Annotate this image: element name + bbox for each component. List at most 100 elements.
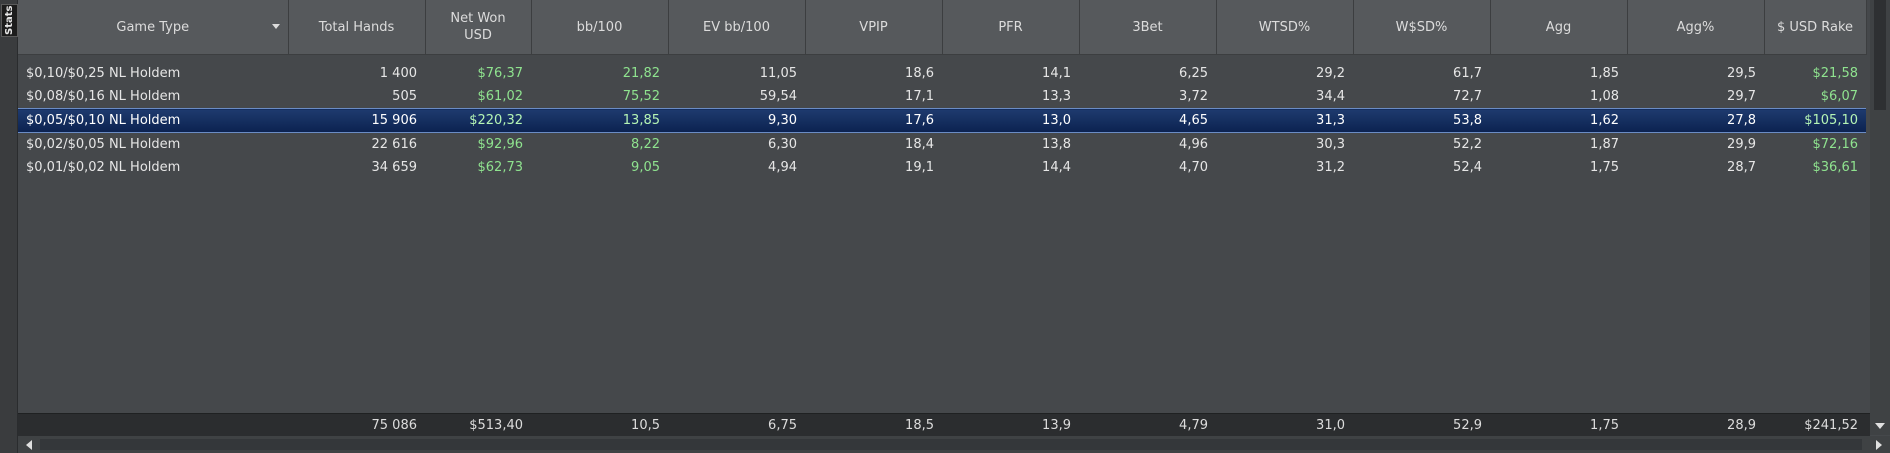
header-3bet[interactable]: 3Bet bbox=[1079, 0, 1217, 55]
cell-net-won: $61,02 bbox=[477, 89, 524, 104]
cell-total-hands: 22 616 bbox=[371, 137, 418, 152]
header-game-type[interactable]: Game Type bbox=[18, 0, 289, 55]
scroll-left-icon[interactable] bbox=[26, 440, 32, 450]
cell-agg: 1,87 bbox=[1590, 137, 1619, 152]
cell-vpip: 18,6 bbox=[905, 66, 934, 81]
header-label: WTSD% bbox=[1258, 19, 1311, 35]
table-row[interactable]: $0,01/$0,02 NL Holdem 34 659 $62,73 9,05 4,9… bbox=[18, 156, 1866, 179]
cell-ev-bb100: 11,05 bbox=[759, 66, 797, 81]
horizontal-scrollbar[interactable] bbox=[18, 436, 1890, 453]
header-label: Total Hands bbox=[318, 19, 395, 35]
cell-3bet: 4,65 bbox=[1079, 108, 1216, 133]
header-wtsd[interactable]: WTSD% bbox=[1216, 0, 1354, 55]
total-pfr: 13,9 bbox=[1042, 417, 1071, 433]
cell-agg-percent: 29,5 bbox=[1727, 66, 1756, 81]
cell-total-hands: 505 bbox=[392, 89, 417, 104]
cell-agg-percent: 27,8 bbox=[1627, 108, 1764, 133]
cell-vpip: 17,6 bbox=[805, 108, 942, 133]
cell-vpip: 17,1 bbox=[905, 89, 934, 104]
cell-wtsd: 30,3 bbox=[1316, 137, 1345, 152]
total-net-won: $513,40 bbox=[469, 417, 523, 433]
cell-wtsd: 31,2 bbox=[1316, 160, 1345, 175]
header-label: Net Won USD bbox=[450, 11, 506, 43]
stats-table: Game Type Total Hands Net Won USD bb/100… bbox=[18, 0, 1867, 179]
cell-3bet: 3,72 bbox=[1179, 89, 1208, 104]
stats-tab-label[interactable]: Stats bbox=[1, 4, 18, 37]
cell-ev-bb100: 4,94 bbox=[768, 160, 797, 175]
vertical-scrollbar[interactable] bbox=[1870, 0, 1890, 435]
header-agg[interactable]: Agg bbox=[1490, 0, 1628, 55]
cell-game-type: $0,05/$0,10 NL Holdem bbox=[18, 108, 288, 133]
scroll-down-icon[interactable] bbox=[1875, 423, 1885, 429]
vertical-scroll-thumb[interactable] bbox=[1874, 0, 1886, 110]
stats-side-tab[interactable]: Stats bbox=[0, 0, 18, 453]
cell-agg-percent: 28,7 bbox=[1727, 160, 1756, 175]
header-ev-bb100[interactable]: EV bb/100 bbox=[668, 0, 806, 55]
cell-pfr: 13,8 bbox=[1042, 137, 1071, 152]
cell-ev-bb100: 59,54 bbox=[759, 89, 797, 104]
table-row[interactable]: $0,02/$0,05 NL Holdem 22 616 $92,96 8,22 6,3… bbox=[18, 133, 1866, 157]
table-body: $0,10/$0,25 NL Holdem 1 400 $76,37 21,82 11,… bbox=[18, 55, 1866, 180]
header-pfr[interactable]: PFR bbox=[942, 0, 1080, 55]
header-label: EV bb/100 bbox=[703, 19, 770, 35]
header-usd-rake[interactable]: $ USD Rake bbox=[1764, 0, 1867, 55]
header-wsd[interactable]: W$SD% bbox=[1353, 0, 1491, 55]
cell-pfr: 14,4 bbox=[1042, 160, 1071, 175]
table-row[interactable]: $0,10/$0,25 NL Holdem 1 400 $76,37 21,82 11,… bbox=[18, 62, 1866, 85]
header-label: $ USD Rake bbox=[1776, 19, 1854, 35]
sort-dropdown-icon[interactable] bbox=[271, 24, 280, 29]
cell-ev-bb100: 6,30 bbox=[768, 137, 797, 152]
cell-agg: 1,08 bbox=[1590, 89, 1619, 104]
total-hands: 75 086 bbox=[371, 417, 418, 433]
cell-3bet: 6,25 bbox=[1179, 66, 1208, 81]
header-label: W$SD% bbox=[1395, 19, 1448, 35]
cell-wsd: 72,7 bbox=[1453, 89, 1482, 104]
horizontal-scroll-track[interactable] bbox=[40, 439, 1862, 450]
total-3bet: 4,79 bbox=[1179, 417, 1208, 433]
header-agg-percent[interactable]: Agg% bbox=[1627, 0, 1765, 55]
header-label: Agg bbox=[1545, 19, 1572, 35]
total-wtsd: 31,0 bbox=[1316, 417, 1345, 433]
cell-agg-percent: 29,9 bbox=[1727, 137, 1756, 152]
table-row[interactable]: $0,05/$0,10 NL Holdem 15 906 $220,32 13,85 9… bbox=[18, 108, 1866, 133]
header-label: VPIP bbox=[859, 19, 888, 35]
cell-wsd: 53,8 bbox=[1353, 108, 1490, 133]
cell-wtsd: 34,4 bbox=[1316, 89, 1345, 104]
total-vpip: 18,5 bbox=[905, 417, 934, 433]
cell-bb100: 8,22 bbox=[631, 137, 660, 152]
totals-table: 75 086 $513,40 10,5 6,75 18,5 13,9 4,79 … bbox=[18, 414, 1866, 436]
cell-agg-percent: 29,7 bbox=[1727, 89, 1756, 104]
cell-game-type: $0,10/$0,25 NL Holdem bbox=[26, 66, 181, 81]
cell-wtsd: 29,2 bbox=[1316, 66, 1345, 81]
header-total-hands[interactable]: Total Hands bbox=[288, 0, 426, 55]
row-spacer bbox=[18, 55, 1866, 63]
total-rake: $241,52 bbox=[1804, 417, 1858, 433]
total-agg-percent: 28,9 bbox=[1727, 417, 1756, 433]
total-ev-bb100: 6,75 bbox=[768, 417, 797, 433]
header-vpip[interactable]: VPIP bbox=[805, 0, 943, 55]
table-row[interactable]: $0,08/$0,16 NL Holdem 505 $61,02 75,52 59,54… bbox=[18, 85, 1866, 109]
header-label: Agg% bbox=[1676, 19, 1715, 35]
scroll-right-icon[interactable] bbox=[1876, 440, 1882, 450]
total-game bbox=[18, 414, 288, 436]
header-net-won-usd[interactable]: Net Won USD bbox=[425, 0, 532, 55]
stats-grid: Game Type Total Hands Net Won USD bb/100… bbox=[18, 0, 1890, 453]
cell-usd-rake: $36,61 bbox=[1812, 160, 1859, 175]
cell-net-won: $92,96 bbox=[477, 137, 524, 152]
header-label: bb/100 bbox=[576, 19, 623, 35]
cell-bb100: 75,52 bbox=[622, 89, 660, 104]
cell-pfr: 14,1 bbox=[1042, 66, 1071, 81]
header-bb100[interactable]: bb/100 bbox=[531, 0, 669, 55]
spacer-cell bbox=[18, 55, 1866, 63]
column-headers: Game Type Total Hands Net Won USD bb/100… bbox=[18, 0, 1867, 55]
total-agg: 1,75 bbox=[1590, 417, 1619, 433]
cell-usd-rake: $6,07 bbox=[1820, 89, 1858, 104]
cell-pfr: 13,0 bbox=[942, 108, 1079, 133]
cell-game-type: $0,08/$0,16 NL Holdem bbox=[26, 89, 181, 104]
cell-net-won: $62,73 bbox=[477, 160, 524, 175]
cell-total-hands: 15 906 bbox=[288, 108, 425, 133]
cell-3bet: 4,70 bbox=[1179, 160, 1208, 175]
cell-usd-rake: $105,10 bbox=[1764, 108, 1866, 133]
header-label: PFR bbox=[998, 19, 1023, 35]
cell-total-hands: 34 659 bbox=[371, 160, 418, 175]
